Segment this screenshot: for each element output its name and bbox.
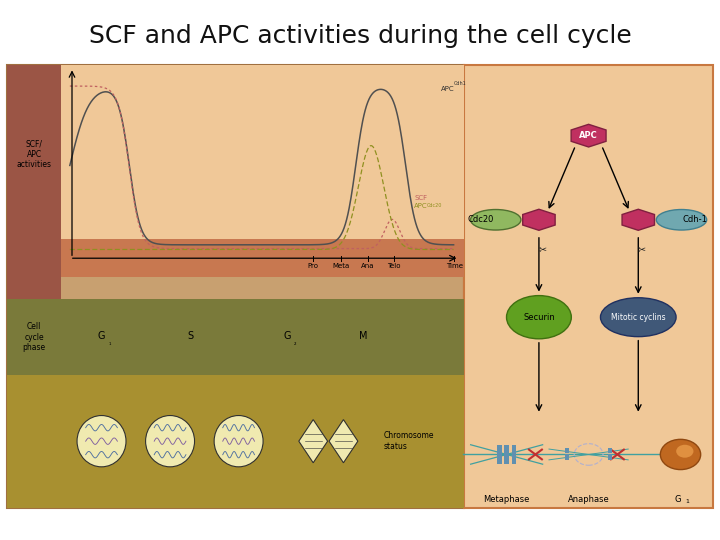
Text: M: M	[359, 330, 368, 341]
Text: Cdh-1: Cdh-1	[683, 215, 708, 224]
Circle shape	[676, 445, 693, 458]
Polygon shape	[523, 210, 555, 230]
Text: ₂: ₂	[294, 341, 296, 346]
FancyBboxPatch shape	[61, 239, 464, 278]
Text: Time: Time	[446, 262, 463, 268]
FancyBboxPatch shape	[464, 65, 713, 508]
Text: SCF/
APC
activities: SCF/ APC activities	[17, 139, 52, 169]
Text: S: S	[187, 330, 193, 341]
FancyBboxPatch shape	[7, 375, 464, 508]
Ellipse shape	[656, 210, 706, 230]
Text: Anaphase: Anaphase	[568, 495, 609, 504]
Text: G: G	[674, 495, 680, 504]
Bar	[498, 445, 502, 464]
FancyBboxPatch shape	[7, 65, 61, 508]
Circle shape	[660, 440, 701, 470]
Polygon shape	[571, 124, 606, 147]
Bar	[565, 455, 570, 460]
Text: Chromosome
status: Chromosome status	[384, 431, 434, 451]
Polygon shape	[329, 420, 358, 463]
Ellipse shape	[77, 416, 126, 467]
Text: Cdc20: Cdc20	[468, 215, 495, 224]
Bar	[608, 448, 612, 454]
Polygon shape	[622, 210, 654, 230]
FancyBboxPatch shape	[7, 65, 464, 508]
Text: G: G	[283, 330, 291, 341]
Bar	[608, 455, 612, 460]
Ellipse shape	[145, 416, 194, 467]
Bar	[565, 448, 570, 454]
Ellipse shape	[214, 416, 263, 467]
Ellipse shape	[600, 298, 676, 336]
Text: 1: 1	[685, 499, 690, 504]
FancyBboxPatch shape	[7, 300, 464, 375]
Text: APC: APC	[441, 86, 454, 92]
Text: Telo: Telo	[387, 262, 400, 268]
Text: Ana: Ana	[361, 262, 374, 268]
FancyBboxPatch shape	[61, 65, 464, 278]
Text: Metaphase: Metaphase	[483, 495, 530, 504]
Ellipse shape	[471, 210, 521, 230]
Text: Securin: Securin	[523, 313, 555, 322]
Ellipse shape	[507, 295, 572, 339]
Bar	[512, 445, 516, 464]
Text: Pro: Pro	[307, 262, 319, 268]
Polygon shape	[299, 420, 328, 463]
Text: ✂: ✂	[638, 245, 646, 254]
Text: APC: APC	[579, 131, 598, 140]
Text: Meta: Meta	[333, 262, 350, 268]
Text: APC: APC	[414, 204, 428, 210]
Text: SCF: SCF	[414, 195, 427, 201]
Text: Mitotic cyclins: Mitotic cyclins	[611, 313, 665, 322]
Text: Cdc20: Cdc20	[427, 202, 442, 208]
Text: G: G	[98, 330, 105, 341]
Text: ₁: ₁	[108, 341, 111, 346]
Text: Cell
cycle
phase: Cell cycle phase	[22, 322, 46, 352]
Text: SCF and APC activities during the cell cycle: SCF and APC activities during the cell c…	[89, 24, 631, 48]
Text: Cdh1: Cdh1	[454, 81, 467, 86]
Bar	[505, 445, 509, 464]
Text: ✂: ✂	[539, 245, 546, 254]
